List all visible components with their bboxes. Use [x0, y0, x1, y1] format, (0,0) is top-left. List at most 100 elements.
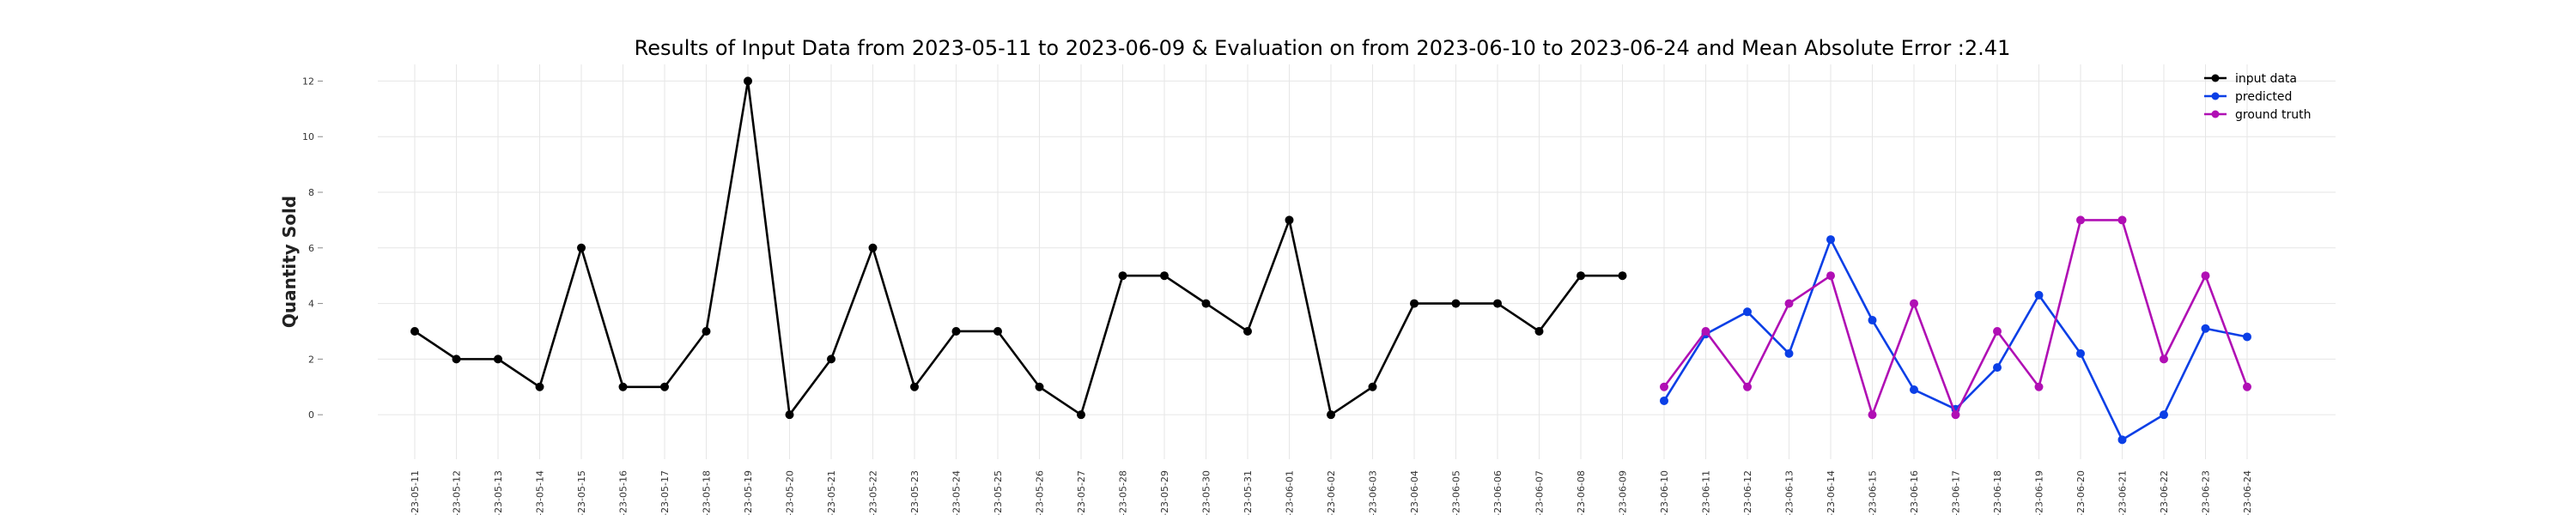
x-tick-label: -23-05-18 — [702, 470, 713, 515]
x-tick-label: -23-06-06 — [1492, 470, 1504, 515]
x-tick-label: -23-06-17 — [1951, 470, 1962, 515]
x-tick-label: -23-06-09 — [1618, 470, 1629, 515]
y-tick-label: 8 — [308, 187, 314, 198]
y-tick-label: 10 — [302, 131, 314, 142]
data-point-ground-truth — [2117, 215, 2127, 225]
x-tick-label: -23-05-24 — [951, 470, 963, 515]
data-point-input-data — [744, 76, 752, 86]
x-tick-label: -23-06-11 — [1701, 470, 1712, 515]
y-axis-label: Quantity Sold — [279, 196, 300, 328]
x-tick-label: -23-05-21 — [826, 470, 837, 515]
y-tick-label: 12 — [302, 76, 314, 87]
data-point-ground-truth — [1660, 382, 1668, 391]
x-tick-label: -23-05-20 — [785, 470, 796, 515]
data-point-predicted — [2034, 290, 2044, 300]
data-point-input-data — [1327, 410, 1335, 420]
x-tick-label: -23-06-13 — [1784, 470, 1795, 515]
x-tick-label: -23-06-23 — [2201, 470, 2212, 515]
x-tick-label: -23-06-19 — [2034, 470, 2045, 515]
x-tick-label: -23-06-10 — [1659, 470, 1670, 515]
data-point-input-data — [618, 382, 628, 391]
data-point-input-data — [910, 382, 919, 391]
legend-marker-ground-truth — [2211, 110, 2220, 118]
x-tick-label: -23-05-13 — [493, 470, 504, 515]
legend-marker-predicted — [2211, 92, 2220, 100]
data-point-predicted — [2117, 435, 2127, 445]
series-line-input-data — [414, 80, 1623, 416]
data-point-input-data — [1160, 271, 1169, 281]
x-tick-label: -23-06-12 — [1742, 470, 1753, 515]
data-point-ground-truth — [1993, 326, 2002, 336]
x-tick-label: -23-06-21 — [2117, 470, 2129, 515]
data-point-input-data — [1368, 382, 1377, 391]
x-tick-label: -23-06-08 — [1576, 470, 1587, 515]
x-tick-label: -23-05-15 — [576, 470, 587, 515]
legend-marker-input-data — [2211, 74, 2220, 82]
data-point-input-data — [702, 326, 711, 336]
data-point-predicted — [1784, 348, 1794, 358]
data-point-input-data — [1201, 299, 1211, 308]
data-point-ground-truth — [1784, 299, 1794, 308]
data-point-input-data — [1243, 326, 1252, 336]
data-point-input-data — [1285, 215, 1294, 225]
x-tick-label: -23-06-16 — [1909, 470, 1920, 515]
x-tick-label: -23-05-31 — [1242, 470, 1254, 515]
data-point-predicted — [1868, 316, 1877, 325]
data-point-input-data — [951, 326, 961, 336]
x-tick-label: -23-05-27 — [1076, 470, 1087, 515]
grid-layer — [378, 64, 2336, 459]
data-point-predicted — [2160, 410, 2168, 420]
x-tick-label: -23-06-20 — [2075, 470, 2087, 515]
data-point-ground-truth — [2160, 354, 2168, 364]
legend-label-ground-truth: ground truth — [2235, 108, 2311, 122]
data-point-predicted — [2243, 332, 2251, 342]
data-point-predicted — [1660, 396, 1668, 405]
legend-label-predicted: predicted — [2235, 90, 2292, 104]
data-point-input-data — [1035, 382, 1044, 391]
data-point-input-data — [1493, 299, 1502, 308]
x-tick-label: -23-05-19 — [743, 470, 754, 515]
x-tick-label: -23-05-12 — [452, 470, 463, 515]
data-point-input-data — [1077, 410, 1085, 420]
x-axis-ticks: -23-05-11 -23-05-12 -23-05-13 -23-05-14 -23-… — [410, 470, 2253, 515]
data-point-input-data — [577, 243, 586, 252]
x-tick-label: -23-05-17 — [659, 470, 671, 515]
x-tick-label: -23-05-30 — [1201, 470, 1212, 515]
data-point-predicted — [1993, 363, 2002, 373]
data-point-input-data — [827, 354, 835, 364]
data-point-input-data — [1618, 271, 1627, 281]
data-point-input-data — [660, 382, 669, 391]
x-tick-label: -23-06-24 — [2242, 470, 2253, 515]
y-tick-label: 0 — [308, 409, 314, 421]
data-point-input-data — [1118, 271, 1127, 281]
x-tick-label: -23-05-26 — [1035, 470, 1046, 515]
data-point-predicted — [2201, 324, 2210, 333]
y-tick-label: 2 — [308, 354, 314, 365]
chart-title: Results of Input Data from 2023-05-11 to… — [635, 36, 2011, 60]
x-tick-label: -23-06-04 — [1409, 470, 1420, 515]
data-point-predicted — [2076, 348, 2085, 358]
data-point-ground-truth — [2034, 382, 2044, 391]
y-axis-ticks: 0 2 4 6 8 10 12 — [302, 76, 323, 421]
data-point-input-data — [993, 326, 1002, 336]
data-point-input-data — [868, 243, 878, 252]
x-tick-label: -23-06-18 — [1992, 470, 2003, 515]
data-point-input-data — [1534, 326, 1544, 336]
x-tick-label: -23-06-03 — [1368, 470, 1379, 515]
x-tick-label: -23-06-01 — [1285, 470, 1296, 515]
data-point-ground-truth — [1910, 299, 1918, 308]
y-tick-label: 6 — [308, 243, 314, 254]
data-point-ground-truth — [1868, 410, 1877, 420]
x-tick-label: -23-05-28 — [1118, 470, 1129, 515]
data-point-ground-truth — [1743, 382, 1752, 391]
data-point-input-data — [1451, 299, 1461, 308]
x-tick-label: -23-05-29 — [1159, 470, 1170, 515]
x-tick-label: -23-06-14 — [1826, 470, 1837, 515]
data-point-ground-truth — [2243, 382, 2251, 391]
series-layer — [410, 76, 2251, 445]
x-tick-label: -23-05-23 — [909, 470, 920, 515]
data-point-ground-truth — [1826, 271, 1835, 281]
x-tick-label: -23-06-15 — [1868, 470, 1879, 515]
x-tick-label: -23-06-02 — [1326, 470, 1337, 515]
